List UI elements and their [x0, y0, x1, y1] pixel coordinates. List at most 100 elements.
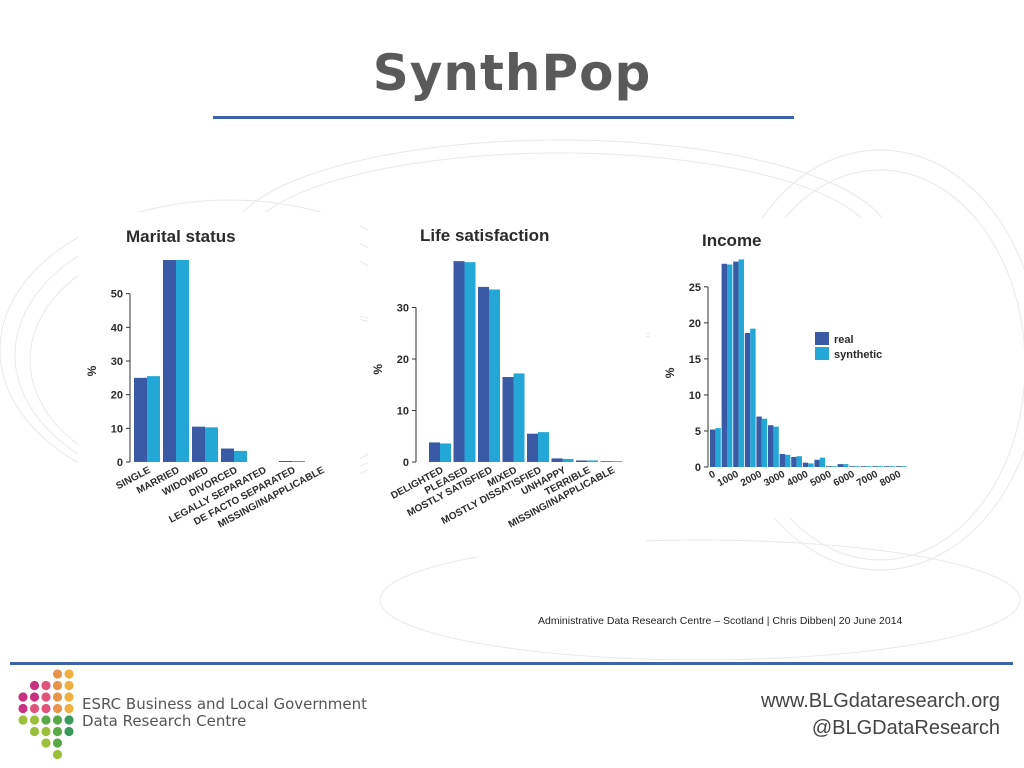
logo-dot — [41, 680, 51, 691]
bar-real — [710, 429, 716, 467]
title-divider — [213, 116, 794, 119]
bar-synthetic — [587, 460, 598, 462]
y-tick-label: 20 — [397, 354, 409, 366]
bar-synthetic — [854, 466, 860, 467]
logo-dot — [41, 738, 51, 748]
y-tick-label: 20 — [111, 390, 123, 402]
y-tick-label: 30 — [397, 303, 409, 315]
logo-dot — [41, 726, 51, 737]
bar-real — [600, 461, 612, 462]
bar-real — [849, 466, 855, 467]
bar-real — [756, 416, 762, 467]
income-plot: 0510152025%01000200030004000500060007000… — [663, 259, 907, 489]
bar-synthetic — [292, 460, 305, 462]
logo-dot — [52, 715, 63, 725]
bar-synthetic — [785, 454, 791, 467]
x-tick-label: 4000 — [785, 469, 810, 489]
bar-real — [802, 462, 809, 467]
logo-dot — [64, 726, 74, 737]
marital-status-plot: 01020304050%SINGLEMARRIEDWIDOWEDDIVORCED… — [85, 260, 327, 530]
bar-synthetic — [489, 289, 500, 462]
bar-synthetic — [877, 466, 884, 467]
logo-dot — [64, 703, 74, 714]
y-tick-label: 0 — [403, 457, 409, 469]
bar-real — [744, 332, 751, 467]
bar-real — [884, 466, 890, 467]
org-name-line2: Data Research Centre — [82, 712, 247, 730]
x-tick-label: 6000 — [832, 469, 857, 489]
bar-synthetic — [889, 466, 895, 467]
bar-synthetic — [796, 456, 802, 467]
x-tick-label: 2000 — [739, 469, 764, 489]
bar-real — [192, 426, 205, 462]
bar-real — [221, 448, 234, 462]
legend-label-synthetic: synthetic — [834, 349, 882, 361]
org-name-line1: ESRC Business and Local Government — [82, 695, 368, 713]
x-tick-label: 8000 — [878, 469, 903, 489]
twitter-handle[interactable]: @BLGDataResearch — [811, 717, 1000, 739]
bar-synthetic — [440, 443, 451, 462]
x-tick-label: 5000 — [809, 469, 834, 489]
bar-real — [779, 454, 785, 467]
bar-real — [791, 456, 797, 467]
bar-real — [576, 460, 587, 462]
bar-synthetic — [464, 262, 476, 462]
bar-synthetic — [562, 458, 574, 462]
legend-label-real: real — [834, 334, 854, 346]
y-tick-label: 20 — [689, 318, 701, 330]
logo-dot — [64, 680, 74, 691]
y-tick-label: 0 — [695, 462, 701, 474]
x-tick-label: 3000 — [762, 469, 787, 489]
bar-synthetic — [773, 426, 779, 467]
x-tick-label: 0 — [707, 469, 717, 482]
logo-dot — [29, 715, 40, 725]
y-axis-label: % — [663, 367, 677, 378]
logo-dot — [18, 703, 28, 714]
bar-real — [279, 460, 292, 462]
bar-real — [163, 260, 176, 462]
y-tick-label: 10 — [111, 423, 123, 435]
bar-synthetic — [831, 466, 837, 467]
logo-dot — [52, 749, 63, 760]
bar-real — [872, 466, 878, 467]
y-tick-label: 5 — [695, 426, 701, 438]
logo-dot — [52, 692, 63, 702]
logo-dot — [52, 680, 63, 691]
bar-synthetic — [234, 450, 247, 462]
y-axis-label: % — [371, 364, 385, 375]
bar-real — [826, 466, 832, 467]
legend-swatch-synthetic — [815, 347, 829, 360]
bar-synthetic — [611, 461, 623, 462]
bar-real — [733, 261, 739, 467]
bar-synthetic — [538, 432, 549, 462]
logo-dot — [52, 726, 63, 737]
y-tick-label: 15 — [689, 354, 701, 366]
logo-dot — [18, 715, 28, 725]
income-chart: Income 0 5 10 15 20 25% 0 1000 2000 3000 4000 5000 6… — [650, 218, 922, 518]
y-axis-label: % — [85, 365, 99, 376]
y-tick-label: 10 — [397, 406, 409, 418]
bar-synthetic — [147, 376, 160, 462]
bar-real — [814, 459, 820, 467]
bar-synthetic — [901, 466, 907, 467]
bar-real — [551, 458, 563, 462]
logo-dot — [64, 692, 74, 702]
y-tick-label: 40 — [111, 322, 123, 334]
website-link[interactable]: www.BLGdataresearch.org — [760, 690, 1000, 712]
bar-synthetic — [715, 428, 721, 467]
x-tick-label: 7000 — [855, 469, 880, 489]
bar-real — [429, 442, 440, 462]
bar-synthetic — [513, 373, 525, 462]
logo-dot — [64, 669, 74, 679]
x-tick-label: 1000 — [716, 469, 741, 489]
bar-real — [453, 261, 465, 462]
logo-dot — [52, 669, 63, 679]
bar-real — [478, 286, 489, 462]
bar-real — [837, 464, 843, 467]
slide-title: SynthPop — [372, 44, 652, 102]
marital-status-chart: Marital status 0 10 20 30 40 50% SINGLE MARRIED… — [78, 212, 360, 557]
bar-real — [895, 466, 901, 467]
footer-divider — [10, 662, 1013, 665]
y-tick-label: 30 — [111, 356, 123, 368]
